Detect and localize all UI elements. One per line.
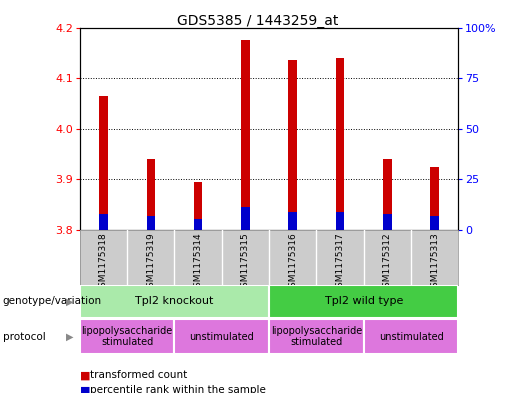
Text: GSM1175317: GSM1175317 <box>336 233 345 294</box>
Text: GSM1175319: GSM1175319 <box>146 233 156 294</box>
Bar <box>147 216 155 230</box>
Text: Tpl2 knockout: Tpl2 knockout <box>135 296 214 306</box>
Bar <box>241 207 250 230</box>
Bar <box>194 219 202 230</box>
Text: protocol: protocol <box>3 332 45 342</box>
Bar <box>269 285 458 318</box>
Text: ▶: ▶ <box>66 332 74 342</box>
Text: lipopolysaccharide
stimulated: lipopolysaccharide stimulated <box>271 326 362 347</box>
Text: genotype/variation: genotype/variation <box>3 296 101 307</box>
Text: GSM1175315: GSM1175315 <box>241 233 250 294</box>
Text: GSM1175313: GSM1175313 <box>430 233 439 294</box>
Text: GSM1175316: GSM1175316 <box>288 233 297 294</box>
Text: Tpl2 wild type: Tpl2 wild type <box>324 296 403 306</box>
Text: GSM1175318: GSM1175318 <box>99 233 108 294</box>
Bar <box>175 320 269 354</box>
Bar <box>383 159 391 230</box>
Text: lipopolysaccharide
stimulated: lipopolysaccharide stimulated <box>81 326 173 347</box>
Text: ■: ■ <box>80 370 90 380</box>
Bar <box>241 40 250 230</box>
Bar <box>364 320 458 354</box>
Bar <box>99 96 108 230</box>
Bar <box>269 320 364 354</box>
Bar <box>431 216 439 230</box>
Bar <box>336 212 345 230</box>
Text: GSM1175312: GSM1175312 <box>383 233 392 293</box>
Text: ▶: ▶ <box>66 296 74 307</box>
Text: ■: ■ <box>80 385 90 393</box>
Text: unstimulated: unstimulated <box>190 332 254 342</box>
Bar <box>336 58 345 230</box>
Text: unstimulated: unstimulated <box>379 332 443 342</box>
Bar <box>383 214 391 230</box>
Bar <box>288 212 297 230</box>
Text: GDS5385 / 1443259_at: GDS5385 / 1443259_at <box>177 14 338 28</box>
Bar <box>80 285 269 318</box>
Bar <box>194 182 202 230</box>
Bar <box>288 61 297 230</box>
Text: GSM1175314: GSM1175314 <box>194 233 202 293</box>
Bar <box>147 159 155 230</box>
Text: transformed count: transformed count <box>90 370 187 380</box>
Text: percentile rank within the sample: percentile rank within the sample <box>90 385 266 393</box>
Bar <box>80 320 175 354</box>
Bar <box>431 167 439 230</box>
Bar <box>99 214 108 230</box>
